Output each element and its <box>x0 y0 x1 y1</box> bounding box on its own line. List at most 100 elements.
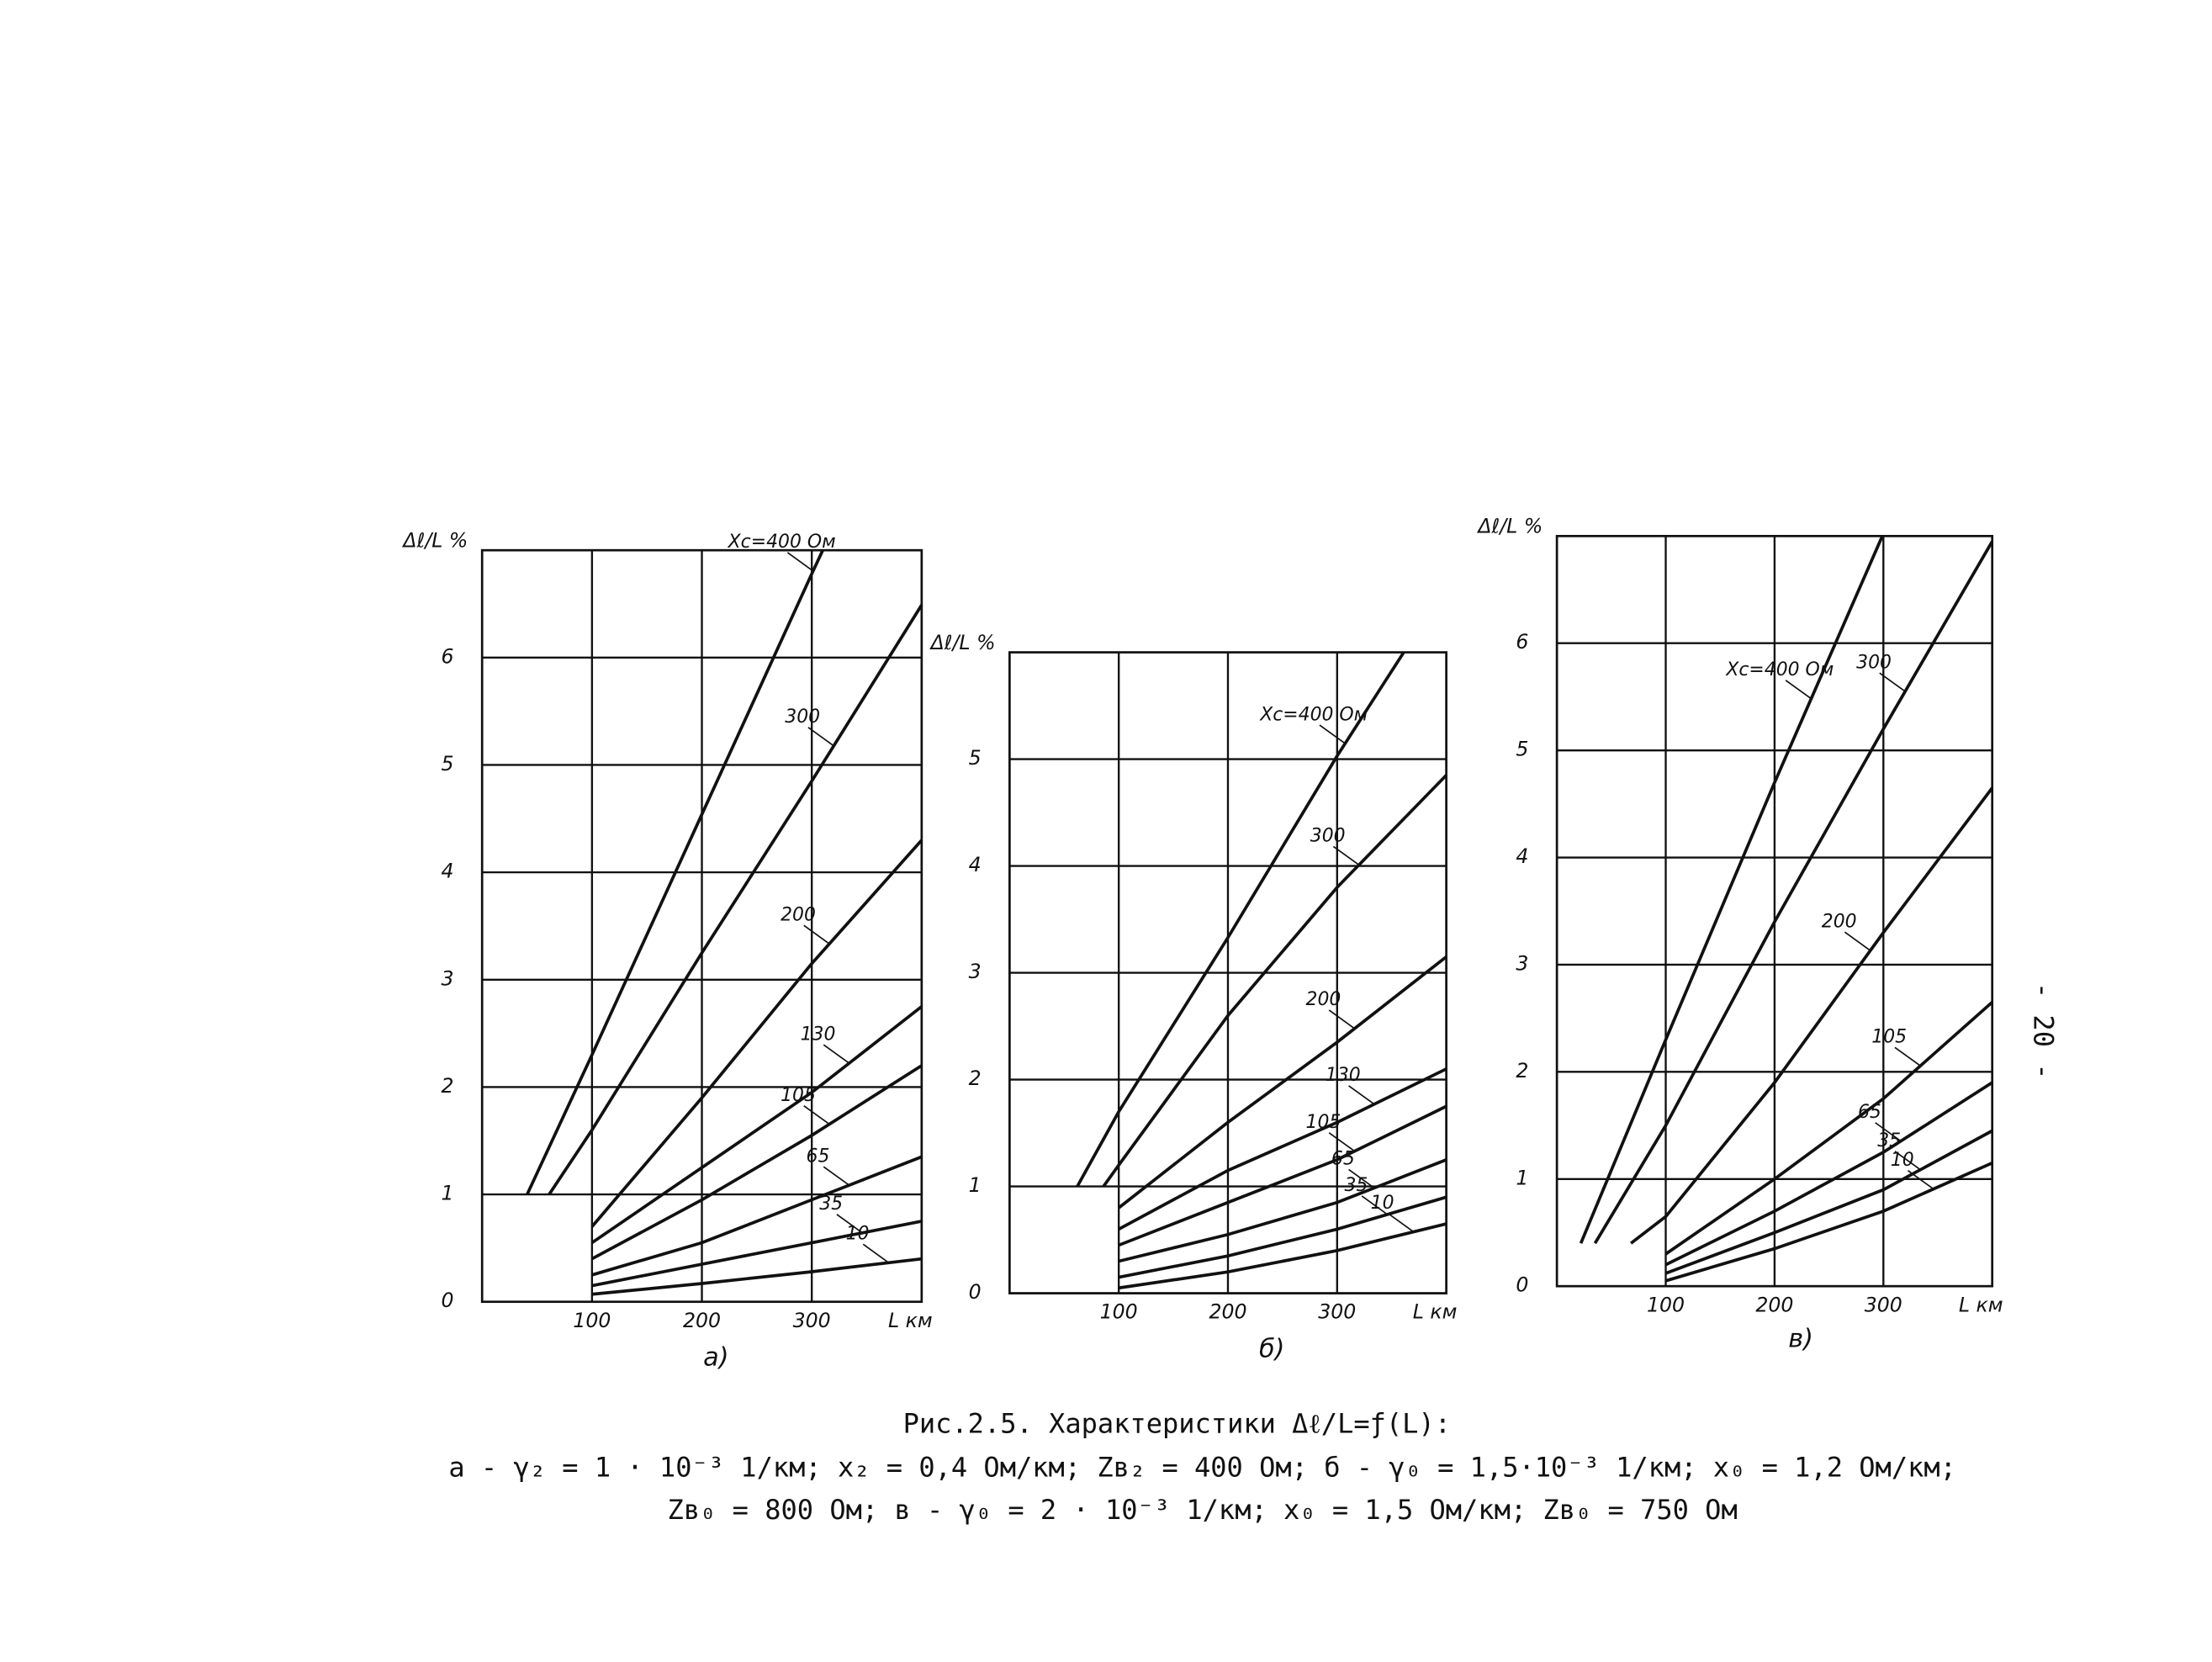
y-tick-label: 2 <box>969 1067 982 1090</box>
curve <box>1118 1158 1447 1263</box>
leader-line <box>862 1243 890 1263</box>
leader-line <box>803 1104 830 1125</box>
curve-label: 35 <box>1344 1175 1368 1196</box>
y-tick-label: 3 <box>441 966 453 990</box>
leader-line <box>1894 1151 1921 1171</box>
y-tick-label: 0 <box>1516 1273 1528 1297</box>
leader-line <box>1361 1195 1389 1215</box>
curve-label: 65 <box>807 1146 830 1167</box>
curve <box>1664 1081 1993 1267</box>
y-tick-label: 4 <box>969 853 982 876</box>
page-number: - 20 - <box>2028 982 2060 1080</box>
curve-label: 300 <box>1310 826 1346 847</box>
x-tick-label: 100 <box>1100 1300 1138 1324</box>
leader-line <box>1894 1046 1921 1067</box>
leader-line <box>1328 1009 1356 1029</box>
leader-line <box>1875 1122 1902 1142</box>
curve <box>1118 1104 1447 1247</box>
leader-line <box>1785 680 1812 700</box>
curve <box>591 1220 923 1288</box>
curve <box>590 1064 923 1261</box>
leader-line <box>1328 1132 1356 1152</box>
curve-label: 10 <box>1891 1150 1914 1171</box>
caption-line: Zв₀ = 800 Ом; в - γ₀ = 2 · 10⁻³ 1/км; x₀… <box>668 1494 1738 1526</box>
curve-label: 105 <box>781 1085 816 1106</box>
curve-label: 200 <box>1822 911 1857 932</box>
leader-line <box>1348 1168 1375 1189</box>
curve <box>1664 1129 1993 1275</box>
curve <box>526 549 824 1195</box>
curve <box>548 604 923 1196</box>
curve <box>1593 540 1994 1245</box>
y-axis-label: Δℓ/L % <box>929 631 996 654</box>
y-tick-label: 3 <box>969 960 982 983</box>
curve-label: 130 <box>1326 1065 1361 1086</box>
x-tick-label: 300 <box>793 1309 831 1332</box>
y-tick-label: 5 <box>441 752 453 775</box>
y-tick-label: 5 <box>1516 738 1528 761</box>
leader-line <box>1879 672 1906 692</box>
y-tick-label: 1 <box>1516 1166 1528 1189</box>
curve-label: 130 <box>801 1024 836 1045</box>
y-tick-label: 0 <box>969 1280 982 1304</box>
y-tick-label: 3 <box>1516 951 1528 975</box>
y-tick-label: 1 <box>441 1182 453 1205</box>
leader-line <box>836 1214 863 1234</box>
curve <box>591 1257 923 1296</box>
y-tick-label: 6 <box>441 644 453 668</box>
leader-line <box>1319 724 1346 744</box>
chart-caption: а) <box>703 1343 728 1373</box>
x-tick-label: 200 <box>1209 1300 1246 1324</box>
x-tick-label: 300 <box>1865 1293 1902 1316</box>
x-axis-label: L км <box>1959 1293 2003 1316</box>
curve-label: 65 <box>1331 1149 1355 1170</box>
y-tick-label: 2 <box>441 1074 453 1098</box>
curve-label: Xc=400 Ом <box>728 532 836 553</box>
x-axis-label: L км <box>888 1309 933 1332</box>
figure-title: Рис.2.5. Характеристики Δℓ/L=ƒ(L): <box>903 1407 1451 1439</box>
chart-caption: б) <box>1259 1335 1285 1364</box>
chart-caption: в) <box>1788 1325 1813 1354</box>
curve-label: 65 <box>1858 1102 1881 1123</box>
curve-label: 200 <box>1306 989 1341 1010</box>
curve-label: 35 <box>819 1194 843 1215</box>
y-tick-label: 0 <box>441 1289 453 1312</box>
curve-label: 35 <box>1877 1130 1901 1151</box>
curve <box>1579 535 1884 1244</box>
y-axis-label: Δℓ/L % <box>401 529 468 553</box>
x-tick-label: 200 <box>1755 1293 1793 1316</box>
leader-line <box>803 924 830 945</box>
y-tick-label: 4 <box>1516 844 1528 868</box>
x-tick-label: 300 <box>1318 1300 1356 1324</box>
curve-label: Xc=400 Ом <box>1725 659 1834 680</box>
curve <box>1118 1195 1447 1279</box>
y-tick-label: 4 <box>441 860 453 883</box>
y-tick-label: 5 <box>969 746 982 770</box>
curve-label: 105 <box>1306 1112 1341 1133</box>
curve <box>590 1005 923 1245</box>
curve <box>591 1155 923 1277</box>
curve-label: 10 <box>846 1224 870 1245</box>
x-tick-label: 100 <box>573 1309 611 1332</box>
curve <box>590 839 923 1228</box>
curve <box>1664 1161 1993 1283</box>
leader-line <box>1387 1212 1415 1233</box>
curve <box>1118 955 1447 1209</box>
curve-label: 105 <box>1871 1027 1907 1048</box>
leader-line <box>1332 845 1360 865</box>
curve <box>1118 1067 1447 1231</box>
y-tick-label: 6 <box>1516 630 1528 654</box>
y-tick-label: 2 <box>1516 1059 1528 1082</box>
curve-label: 300 <box>785 707 820 728</box>
curve <box>1629 786 1994 1245</box>
leader-line <box>1348 1085 1375 1105</box>
curve <box>1102 774 1447 1188</box>
caption-line: а - γ₂ = 1 · 10⁻³ 1/км; x₂ = 0,4 Ом/км; … <box>448 1452 1956 1484</box>
x-tick-label: 200 <box>683 1309 721 1332</box>
curve <box>1664 1001 1993 1256</box>
leader-line <box>1844 931 1871 951</box>
curve-label: 200 <box>781 904 816 925</box>
x-axis-label: L км <box>1413 1300 1458 1324</box>
